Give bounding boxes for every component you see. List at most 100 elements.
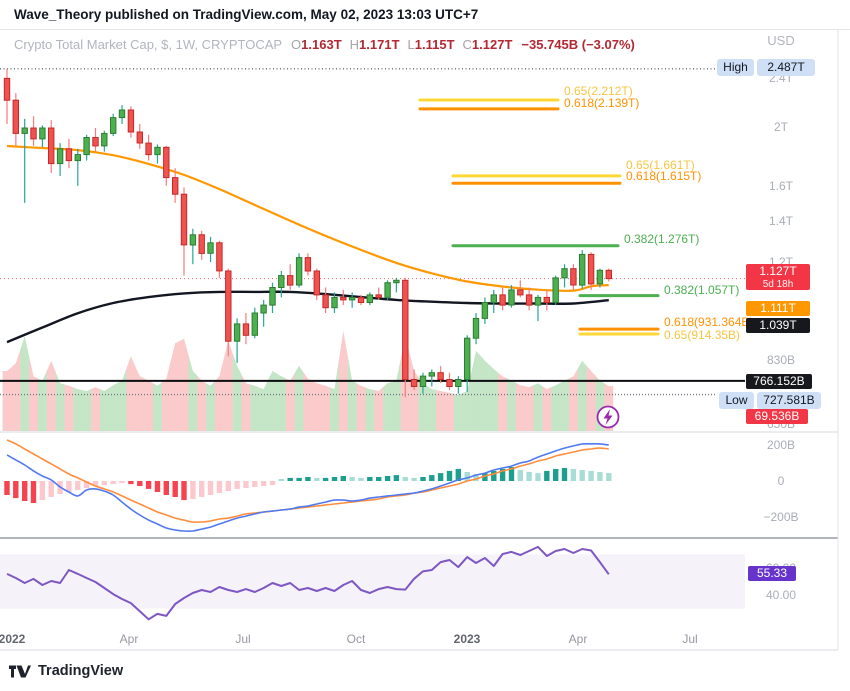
candle-body[interactable]	[517, 289, 524, 296]
candle-body[interactable]	[110, 117, 117, 134]
time-tick[interactable]: Apr	[568, 632, 588, 646]
candle-body[interactable]	[490, 294, 498, 303]
candle-body[interactable]	[74, 154, 81, 162]
candle-body[interactable]	[127, 109, 135, 133]
candle-body[interactable]	[357, 296, 365, 303]
candle-body[interactable]	[304, 257, 312, 272]
candle-body[interactable]	[56, 148, 64, 165]
candle-body[interactable]	[295, 257, 303, 286]
candle-body[interactable]	[605, 269, 612, 280]
time-tick[interactable]: Apr	[119, 632, 139, 646]
candle-body[interactable]	[464, 337, 471, 381]
lightning-icon	[603, 409, 613, 425]
candle-body[interactable]	[172, 177, 179, 195]
candle-body[interactable]	[499, 294, 506, 306]
candle-body[interactable]	[587, 253, 595, 285]
macd-hist-bar	[260, 481, 267, 486]
rsi-tick[interactable]: 40.00	[765, 588, 797, 602]
macd-tick[interactable]: −200B	[763, 510, 799, 524]
candle-body[interactable]	[543, 296, 550, 303]
candle-body[interactable]	[278, 275, 285, 289]
candle-body[interactable]	[366, 294, 374, 303]
candle-body[interactable]	[552, 277, 559, 303]
candle-body[interactable]	[92, 137, 99, 147]
candle-body[interactable]	[393, 279, 400, 284]
candle-body[interactable]	[322, 294, 329, 309]
candle-body[interactable]	[260, 304, 267, 314]
time-tick[interactable]: Oct	[346, 632, 366, 646]
time-tick[interactable]: Jul	[235, 632, 251, 646]
currency-label[interactable]: USD	[767, 33, 795, 48]
candle-body[interactable]	[508, 289, 515, 306]
candle-body[interactable]	[534, 296, 542, 306]
candle-body[interactable]	[348, 296, 356, 301]
candle-body[interactable]	[570, 268, 577, 286]
candle-body[interactable]	[313, 270, 321, 296]
candle-body[interactable]	[83, 137, 90, 156]
candle-body[interactable]	[48, 127, 55, 165]
candle-body[interactable]	[402, 279, 409, 381]
candle-body[interactable]	[481, 302, 489, 319]
candle-body[interactable]	[525, 294, 533, 306]
candle-body[interactable]	[419, 375, 427, 388]
candle-body[interactable]	[207, 242, 214, 254]
candle-body[interactable]	[472, 317, 480, 339]
candle-body[interactable]	[65, 148, 73, 162]
candle-body[interactable]	[12, 99, 20, 134]
volume-bar	[436, 390, 446, 431]
candle-body[interactable]	[233, 323, 241, 342]
candle-body[interactable]	[269, 287, 276, 306]
candle-body[interactable]	[198, 234, 205, 254]
candle-body[interactable]	[375, 294, 382, 298]
price-tick[interactable]: 1.6T	[768, 178, 793, 193]
candle-body[interactable]	[596, 269, 604, 285]
candle-body[interactable]	[251, 312, 259, 336]
candle-body[interactable]	[101, 132, 108, 147]
ma-fast-line[interactable]	[6, 144, 609, 292]
time-tick[interactable]: 2023	[453, 632, 481, 646]
candle-body[interactable]	[30, 127, 37, 140]
candle-body[interactable]	[3, 77, 11, 101]
candle-body[interactable]	[136, 131, 144, 144]
macd-tick[interactable]: 200B	[766, 438, 796, 452]
candle-body[interactable]	[21, 127, 28, 134]
macd-tick[interactable]: 0	[777, 474, 785, 488]
candle-body[interactable]	[154, 146, 161, 156]
candle-body[interactable]	[446, 379, 453, 387]
macd-hist-bar	[225, 481, 231, 492]
candle-body[interactable]	[216, 242, 223, 272]
candle-body[interactable]	[242, 323, 250, 336]
candle-body[interactable]	[455, 379, 462, 387]
ohlc-o: O1.163T	[291, 37, 342, 52]
candle-body[interactable]	[437, 372, 444, 381]
candle-body[interactable]	[410, 379, 418, 387]
ma-slow-line[interactable]	[6, 290, 609, 344]
volume-badge-value: 69.536B	[754, 409, 800, 423]
time-tick[interactable]: Jul	[682, 632, 698, 646]
candle-body[interactable]	[189, 234, 197, 246]
symbol-name[interactable]: Crypto Total Market Cap, $, 1W, CRYPTOCA…	[14, 37, 283, 52]
time-tick[interactable]: 2022	[0, 632, 26, 646]
candle-body[interactable]	[180, 193, 188, 246]
candle-body[interactable]	[225, 270, 232, 342]
candle-body[interactable]	[579, 253, 586, 286]
last-price-badge: 1.127T 5d 18h	[746, 264, 810, 290]
price-tick[interactable]: 830B	[766, 352, 796, 367]
macd-hist-bar	[358, 477, 364, 481]
candle-body[interactable]	[145, 142, 152, 156]
candle-body[interactable]	[287, 275, 294, 286]
candle-body[interactable]	[331, 296, 338, 309]
symbol-legend[interactable]: Crypto Total Market Cap, $, 1W, CRYPTOCA…	[14, 37, 635, 52]
tradingview-link[interactable]: TradingView	[9, 663, 123, 680]
candle-body[interactable]	[384, 282, 391, 298]
candle-body[interactable]	[39, 127, 46, 140]
candle-body[interactable]	[118, 109, 126, 119]
candle-body[interactable]	[340, 296, 347, 301]
candle-body[interactable]	[163, 146, 170, 179]
price-tick[interactable]: 1.4T	[768, 214, 793, 229]
candle-body[interactable]	[561, 268, 568, 279]
price-tick[interactable]: 2T	[773, 119, 788, 134]
macd-hist-bar	[243, 481, 249, 488]
candle-body[interactable]	[428, 372, 436, 377]
